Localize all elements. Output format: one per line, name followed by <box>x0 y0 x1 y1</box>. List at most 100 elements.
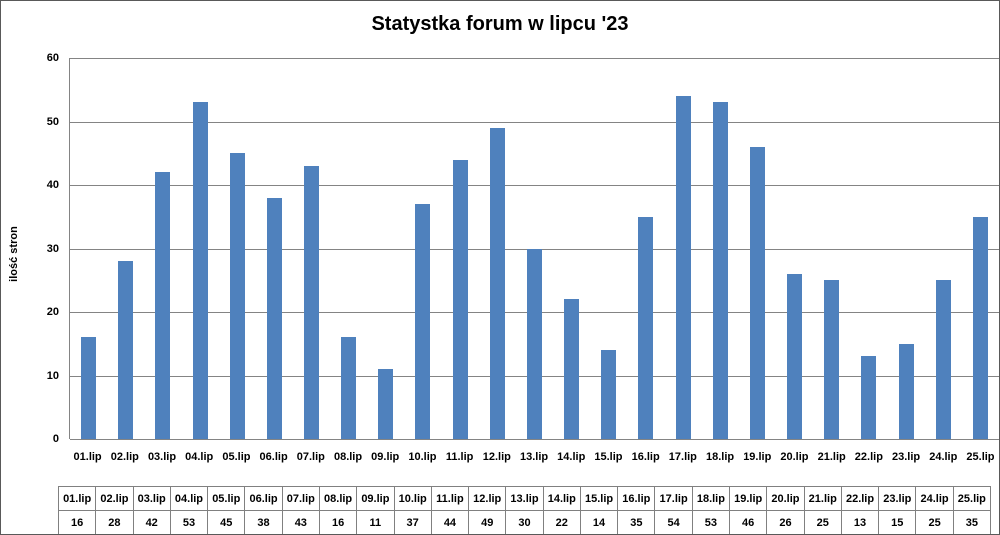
x-tick-label-01.lip: 01.lip <box>73 451 102 463</box>
table-header-cell-24.lip: 24.lip <box>916 487 954 511</box>
table-value-cell-06.lip: 38 <box>245 511 283 534</box>
bar-02.lip <box>118 261 134 439</box>
y-tick-label-50: 50 <box>46 115 59 128</box>
x-tick-label-19.lip: 19.lip <box>743 451 772 463</box>
x-tick-label-20.lip: 20.lip <box>780 451 809 463</box>
table-header-cell-07.lip: 07.lip <box>282 487 320 511</box>
bar-10.lip <box>415 204 431 439</box>
table-header-cell-17.lip: 17.lip <box>655 487 693 511</box>
x-tick-label-23.lip: 23.lip <box>892 451 921 463</box>
bar-slot-21.lip <box>813 58 850 439</box>
table-header-cell-02.lip: 02.lip <box>96 487 134 511</box>
bar-01.lip <box>81 337 97 439</box>
x-tick-label-03.lip: 03.lip <box>147 451 177 463</box>
bar-04.lip <box>192 102 208 439</box>
bar-slot-16.lip <box>627 58 664 439</box>
gridline-40 <box>70 185 999 186</box>
x-tick-label-14.lip: 14.lip <box>557 451 586 463</box>
table-value-cell-19.lip: 46 <box>730 511 768 534</box>
x-tick-label-09.lip: 09.lip <box>371 451 400 463</box>
bar-slot-20.lip <box>776 58 813 439</box>
bar-16.lip <box>638 216 654 439</box>
bar-07.lip <box>304 165 320 439</box>
table-value-cell-21.lip: 25 <box>804 511 842 534</box>
bar-18.lip <box>712 102 728 439</box>
bar-20.lip <box>787 273 803 439</box>
bar-slot-17.lip <box>665 58 702 439</box>
x-tick-label-18.lip: 18.lip <box>705 451 735 463</box>
x-tick-label-07.lip: 07.lip <box>296 451 325 463</box>
plot-area <box>69 58 999 440</box>
table-value-cell-10.lip: 37 <box>394 511 432 534</box>
bar-slot-25.lip <box>962 58 999 439</box>
table-header-cell-23.lip: 23.lip <box>879 487 917 511</box>
bar-25.lip <box>972 216 988 439</box>
bar-03.lip <box>155 172 171 439</box>
table-header-cell-11.lip: 11.lip <box>431 487 470 511</box>
x-tick-label-16.lip: 16.lip <box>631 451 660 463</box>
table-value-cell-01.lip: 16 <box>59 511 97 534</box>
table-value-cell-13.lip: 30 <box>506 511 544 534</box>
bar-series <box>70 58 999 439</box>
table-header-cell-12.lip: 12.lip <box>469 487 507 511</box>
x-tick-label-10.lip: 10.lip <box>408 451 437 463</box>
y-axis-tick-labels: 0 10 20 30 40 50 60 <box>1 52 59 445</box>
y-tick-label-40: 40 <box>46 179 59 191</box>
table-header-cell-19.lip: 19.lip <box>730 487 768 511</box>
table-value-cell-17.lip: 54 <box>655 511 693 534</box>
table-header-cell-25.lip: 25.lip <box>953 487 991 511</box>
x-tick-label-04.lip: 04.lip <box>185 451 214 463</box>
table-value-cell-16.lip: 35 <box>618 511 656 534</box>
x-tick-label-24.lip: 24.lip <box>929 451 958 463</box>
x-tick-label-17.lip: 17.lip <box>668 451 697 463</box>
table-header-cell-20.lip: 20.lip <box>767 487 805 511</box>
table-value-cell-25.lip: 35 <box>953 511 991 534</box>
bar-slot-12.lip <box>479 58 516 439</box>
bar-slot-06.lip <box>256 58 293 439</box>
x-tick-label-05.lip: 05.lip <box>222 451 251 463</box>
gridline-50 <box>70 121 999 123</box>
bar-12.lip <box>489 127 505 439</box>
table-value-cell-08.lip: 16 <box>319 511 358 534</box>
table-value-cell-15.lip: 14 <box>580 511 619 534</box>
bar-11.lip <box>452 159 468 439</box>
x-tick-label-06.lip: 06.lip <box>259 451 288 463</box>
bar-08.lip <box>341 337 357 439</box>
table-header-cell-10.lip: 10.lip <box>394 487 432 511</box>
bar-19.lip <box>749 146 765 439</box>
bar-slot-08.lip <box>330 58 367 439</box>
table-value-cell-07.lip: 43 <box>282 511 320 534</box>
x-tick-label-08.lip: 08.lip <box>333 451 363 463</box>
y-tick-label-30: 30 <box>46 242 59 255</box>
table-value-cell-22.lip: 13 <box>841 511 880 534</box>
table-value-cell-09.lip: 11 <box>357 511 395 534</box>
table-header-cell-15.lip: 15.lip <box>580 487 619 511</box>
table-header-cell-05.lip: 05.lip <box>208 487 246 511</box>
table-value-cell-24.lip: 25 <box>916 511 954 534</box>
bar-slot-14.lip <box>553 58 590 439</box>
table-value-cell-05.lip: 45 <box>208 511 246 534</box>
bar-22.lip <box>861 356 877 439</box>
table-value-cell-04.lip: 53 <box>170 511 209 534</box>
bar-23.lip <box>898 343 914 439</box>
x-tick-label-12.lip: 12.lip <box>482 451 511 463</box>
bar-slot-03.lip <box>144 58 181 439</box>
table-header-cell-01.lip: 01.lip <box>59 487 97 511</box>
bar-05.lip <box>229 153 245 439</box>
x-tick-label-25.lip: 25.lip <box>966 451 995 463</box>
bar-slot-11.lip <box>442 58 479 439</box>
bar-slot-23.lip <box>887 58 924 439</box>
x-tick-label-13.lip: 13.lip <box>519 451 549 463</box>
table-value-cell-12.lip: 49 <box>469 511 507 534</box>
table-value-cell-18.lip: 53 <box>692 511 731 534</box>
table-header-cell-04.lip: 04.lip <box>170 487 209 511</box>
bar-slot-15.lip <box>590 58 627 439</box>
bar-slot-05.lip <box>219 58 256 439</box>
gridline-0 <box>70 439 999 440</box>
bar-slot-18.lip <box>702 58 739 439</box>
table-header-cell-06.lip: 06.lip <box>245 487 283 511</box>
bar-13.lip <box>526 248 542 439</box>
bar-24.lip <box>935 280 951 439</box>
table-value-cell-14.lip: 22 <box>543 511 581 534</box>
